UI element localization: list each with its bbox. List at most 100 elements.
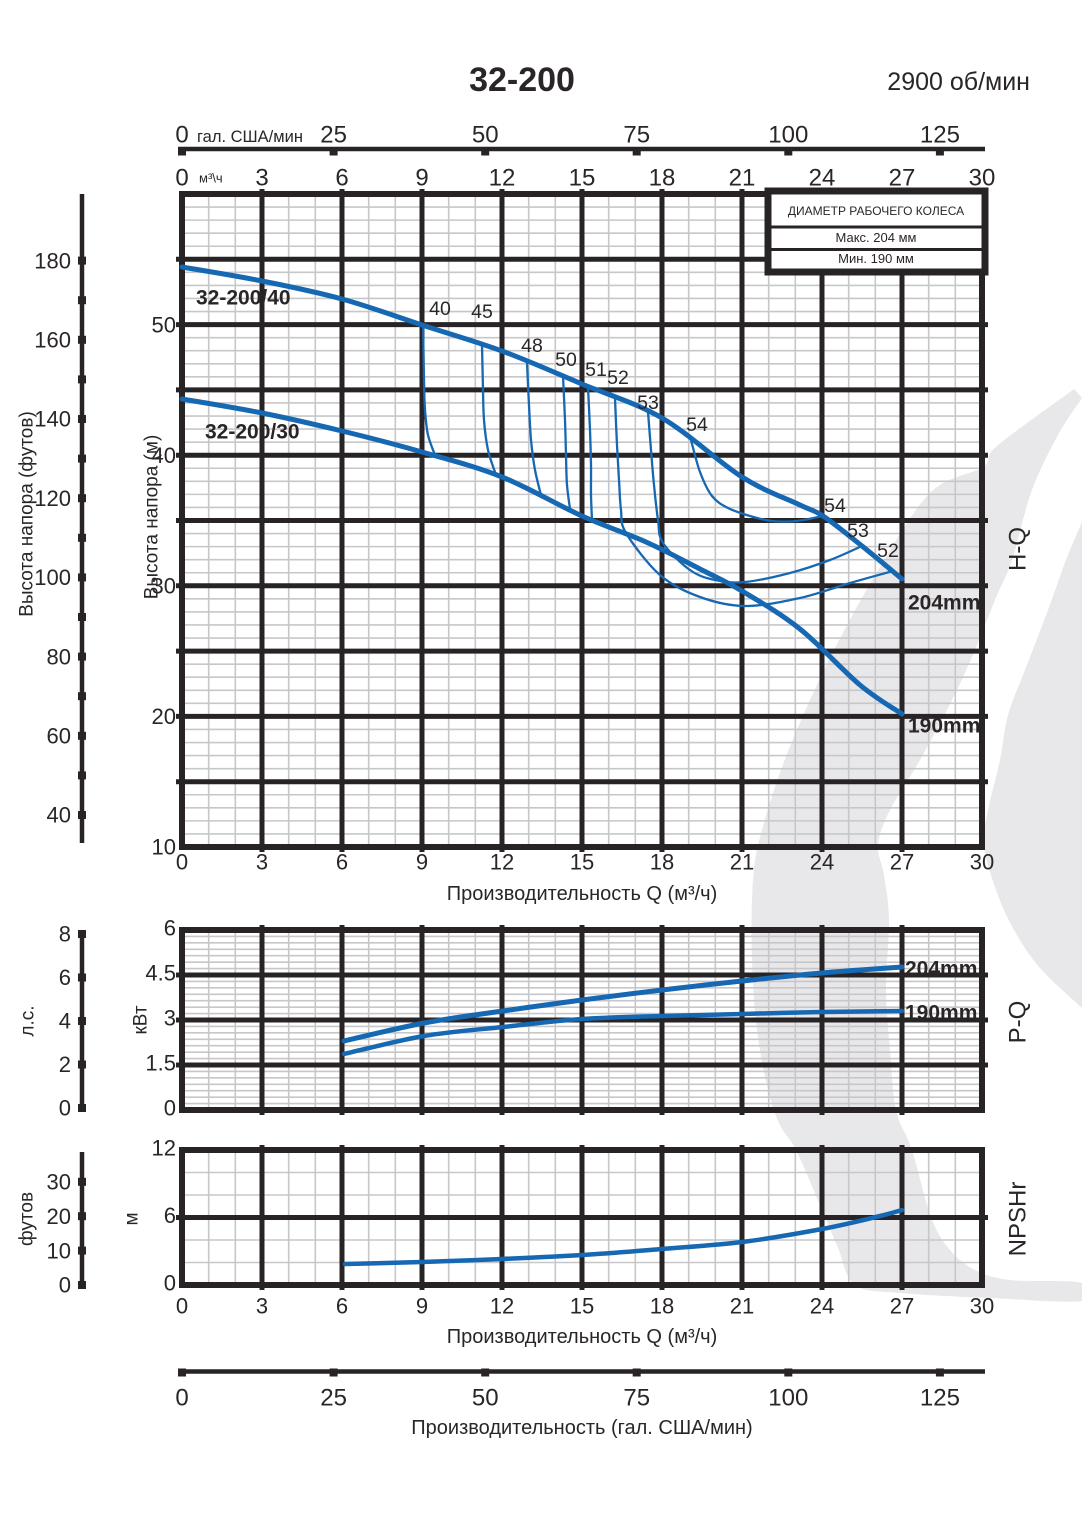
- svg-text:2: 2: [59, 1052, 71, 1077]
- svg-text:125: 125: [920, 121, 960, 148]
- svg-text:120: 120: [34, 486, 71, 511]
- svg-text:6: 6: [164, 916, 176, 941]
- svg-text:50: 50: [555, 349, 577, 371]
- svg-text:27: 27: [890, 850, 914, 875]
- svg-text:2900 об/мин: 2900 об/мин: [887, 68, 1030, 96]
- svg-text:Производительность Q (м³/ч): Производительность Q (м³/ч): [447, 1326, 718, 1348]
- svg-text:20: 20: [152, 704, 176, 729]
- svg-text:P-Q: P-Q: [1004, 1001, 1031, 1044]
- svg-text:0: 0: [175, 164, 188, 191]
- svg-text:30: 30: [969, 164, 996, 191]
- svg-text:100: 100: [768, 121, 808, 148]
- svg-text:21: 21: [729, 164, 756, 191]
- svg-text:Мин. 190 мм: Мин. 190 мм: [838, 251, 914, 266]
- svg-text:21: 21: [730, 1294, 754, 1319]
- svg-text:Макс. 204 мм: Макс. 204 мм: [836, 230, 917, 245]
- svg-text:50: 50: [472, 1384, 499, 1411]
- svg-text:10: 10: [47, 1238, 71, 1263]
- svg-text:21: 21: [730, 850, 754, 875]
- svg-text:51: 51: [585, 359, 607, 381]
- svg-text:32-200: 32-200: [469, 61, 575, 99]
- svg-text:30: 30: [970, 850, 994, 875]
- svg-text:0: 0: [176, 850, 188, 875]
- svg-text:9: 9: [415, 164, 428, 191]
- svg-text:20: 20: [47, 1204, 71, 1229]
- svg-text:0: 0: [175, 1384, 188, 1411]
- svg-text:53: 53: [847, 520, 869, 542]
- svg-text:гал. США/мин: гал. США/мин: [197, 128, 303, 146]
- svg-text:190mm: 190mm: [908, 714, 980, 737]
- svg-text:3: 3: [256, 850, 268, 875]
- svg-text:12: 12: [490, 1294, 514, 1319]
- svg-text:м: м: [122, 1212, 143, 1225]
- svg-text:160: 160: [34, 328, 71, 353]
- svg-text:204mm: 204mm: [905, 957, 977, 980]
- svg-text:6: 6: [335, 164, 348, 191]
- svg-text:27: 27: [889, 164, 916, 191]
- svg-text:40: 40: [152, 443, 176, 468]
- svg-text:18: 18: [650, 850, 674, 875]
- svg-text:15: 15: [570, 1294, 594, 1319]
- svg-text:9: 9: [416, 850, 428, 875]
- svg-text:10: 10: [152, 835, 176, 860]
- svg-text:24: 24: [810, 850, 834, 875]
- svg-text:0: 0: [176, 1294, 188, 1319]
- svg-text:12: 12: [489, 164, 516, 191]
- svg-text:3: 3: [255, 164, 268, 191]
- svg-text:25: 25: [320, 1384, 347, 1411]
- svg-text:45: 45: [471, 301, 493, 323]
- svg-text:18: 18: [650, 1294, 674, 1319]
- svg-text:Производительность (гал. США/м: Производительность (гал. США/мин): [411, 1417, 752, 1439]
- svg-text:1.5: 1.5: [145, 1051, 176, 1076]
- svg-text:32-200/30: 32-200/30: [205, 420, 300, 443]
- svg-text:9: 9: [416, 1294, 428, 1319]
- svg-text:6: 6: [59, 965, 71, 990]
- svg-text:Высота напора (м): Высота напора (м): [142, 435, 163, 600]
- svg-text:12: 12: [490, 850, 514, 875]
- svg-text:190mm: 190mm: [905, 1001, 977, 1024]
- svg-text:6: 6: [164, 1203, 176, 1228]
- svg-text:75: 75: [623, 1384, 650, 1411]
- svg-text:Высота напора (футов): Высота напора (футов): [17, 411, 38, 617]
- svg-text:80: 80: [47, 644, 71, 669]
- svg-text:15: 15: [570, 850, 594, 875]
- svg-text:32-200/40: 32-200/40: [196, 286, 291, 309]
- svg-text:H-Q: H-Q: [1004, 527, 1031, 571]
- svg-text:15: 15: [569, 164, 596, 191]
- svg-text:3: 3: [164, 1006, 176, 1031]
- svg-text:40: 40: [47, 803, 71, 828]
- svg-text:50: 50: [472, 121, 499, 148]
- svg-text:27: 27: [890, 1294, 914, 1319]
- svg-text:NPSHr: NPSHr: [1004, 1182, 1031, 1257]
- svg-text:60: 60: [47, 724, 71, 749]
- svg-text:48: 48: [521, 335, 543, 357]
- svg-text:100: 100: [768, 1384, 808, 1411]
- svg-text:52: 52: [607, 367, 629, 389]
- svg-text:3: 3: [256, 1294, 268, 1319]
- svg-text:ДИАМЕТР РАБОЧЕГО КОЛЕСА: ДИАМЕТР РАБОЧЕГО КОЛЕСА: [788, 204, 964, 218]
- svg-text:53: 53: [637, 392, 659, 414]
- svg-text:4: 4: [59, 1009, 71, 1034]
- svg-text:52: 52: [877, 540, 899, 562]
- svg-text:12: 12: [152, 1136, 176, 1161]
- svg-text:100: 100: [34, 565, 71, 590]
- svg-text:4.5: 4.5: [145, 961, 176, 986]
- svg-text:30: 30: [152, 574, 176, 599]
- svg-text:футов: футов: [17, 1192, 38, 1246]
- svg-text:0: 0: [175, 121, 188, 148]
- svg-text:6: 6: [336, 1294, 348, 1319]
- svg-text:204mm: 204mm: [908, 591, 980, 614]
- svg-text:0: 0: [59, 1273, 71, 1298]
- svg-text:125: 125: [920, 1384, 960, 1411]
- svg-text:50: 50: [152, 312, 176, 337]
- svg-text:18: 18: [649, 164, 676, 191]
- svg-text:40: 40: [429, 298, 451, 320]
- svg-text:30: 30: [47, 1170, 71, 1195]
- svg-text:75: 75: [623, 121, 650, 148]
- svg-text:25: 25: [320, 121, 347, 148]
- svg-text:140: 140: [34, 407, 71, 432]
- svg-text:8: 8: [59, 922, 71, 947]
- svg-text:30: 30: [970, 1294, 994, 1319]
- svg-text:0: 0: [164, 1096, 176, 1121]
- svg-text:кВт: кВт: [131, 1005, 152, 1034]
